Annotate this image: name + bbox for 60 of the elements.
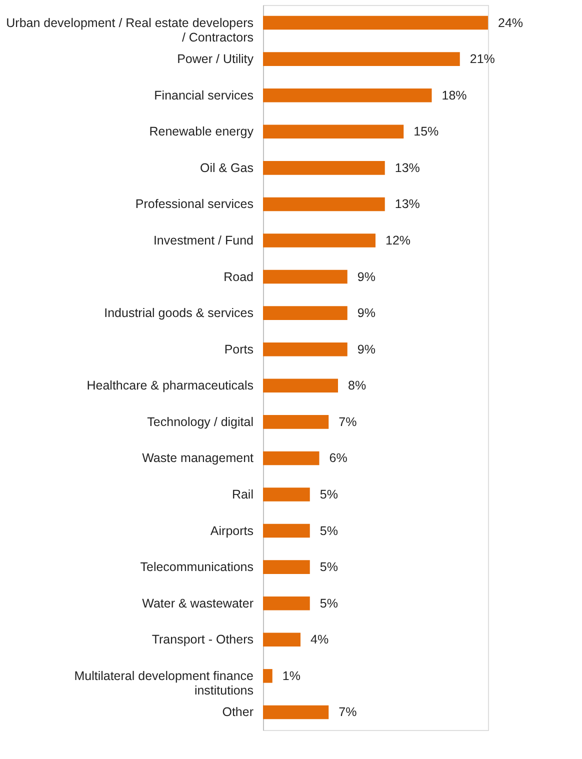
y-tick-label: Road [224, 270, 254, 284]
bar [263, 306, 348, 320]
bar [263, 52, 460, 66]
data-label: 1% [282, 668, 300, 683]
bar [263, 451, 320, 466]
y-tick-label: Healthcare & pharmaceuticals [86, 378, 254, 393]
data-label: 18% [442, 88, 467, 102]
y-tick-label: Ports [224, 342, 254, 356]
y-tick-label: Power / Utility [177, 52, 254, 66]
y-tick-label: Industrial goods & services [104, 306, 254, 320]
bar [263, 161, 385, 175]
data-label: 5% [320, 560, 338, 574]
bar [263, 488, 310, 502]
y-tick-label: Multilateral development finance institutions [74, 668, 254, 698]
y-tick-label: Airports [210, 524, 254, 538]
bar [263, 415, 329, 429]
bar [263, 378, 338, 393]
y-tick-label: Transport - Others [152, 632, 254, 647]
y-tick-label: Oil & Gas [200, 160, 254, 175]
data-label: 21% [470, 52, 495, 66]
data-label: 5% [320, 524, 338, 538]
bar [263, 234, 376, 248]
bar [263, 342, 348, 356]
bar [263, 124, 404, 139]
bar [263, 16, 488, 30]
bar [263, 669, 272, 683]
data-label: 4% [310, 632, 329, 647]
y-tick-label: Investment / Fund [153, 234, 254, 248]
data-label: 6% [329, 451, 348, 466]
y-tick-label: Professional services [135, 197, 254, 212]
data-label: 5% [320, 488, 338, 502]
y-tick-label: Financial services [154, 88, 254, 102]
data-label: 12% [386, 234, 411, 248]
y-tick-label: Water & wastewater [142, 596, 254, 610]
y-tick-label: Telecommunications [140, 560, 254, 574]
y-tick-label: Renewable energy [149, 124, 254, 139]
bar [263, 705, 329, 720]
y-tick-label: Rail [232, 488, 254, 502]
bar [263, 632, 300, 647]
bar [263, 270, 348, 284]
data-label: 9% [357, 306, 376, 320]
data-label: 9% [357, 270, 376, 284]
bar [263, 560, 310, 574]
bar [263, 524, 310, 538]
data-label: 8% [348, 378, 366, 393]
bar [263, 88, 432, 102]
data-label: 13% [394, 197, 420, 212]
bar [263, 197, 385, 212]
data-label: 24% [498, 16, 524, 30]
data-label: 15% [414, 124, 439, 139]
y-tick-label: Urban development / Real estate developers / Contractors [6, 16, 254, 44]
data-label: 5% [320, 596, 338, 610]
data-label: 13% [394, 160, 420, 175]
data-label: 7% [338, 414, 357, 429]
bar [263, 596, 310, 610]
y-tick-label: Other [222, 705, 254, 720]
data-label: 7% [338, 705, 357, 720]
y-tick-label: Waste management [142, 451, 254, 466]
y-tick-label: Technology / digital [147, 414, 254, 429]
data-label: 9% [357, 342, 376, 356]
